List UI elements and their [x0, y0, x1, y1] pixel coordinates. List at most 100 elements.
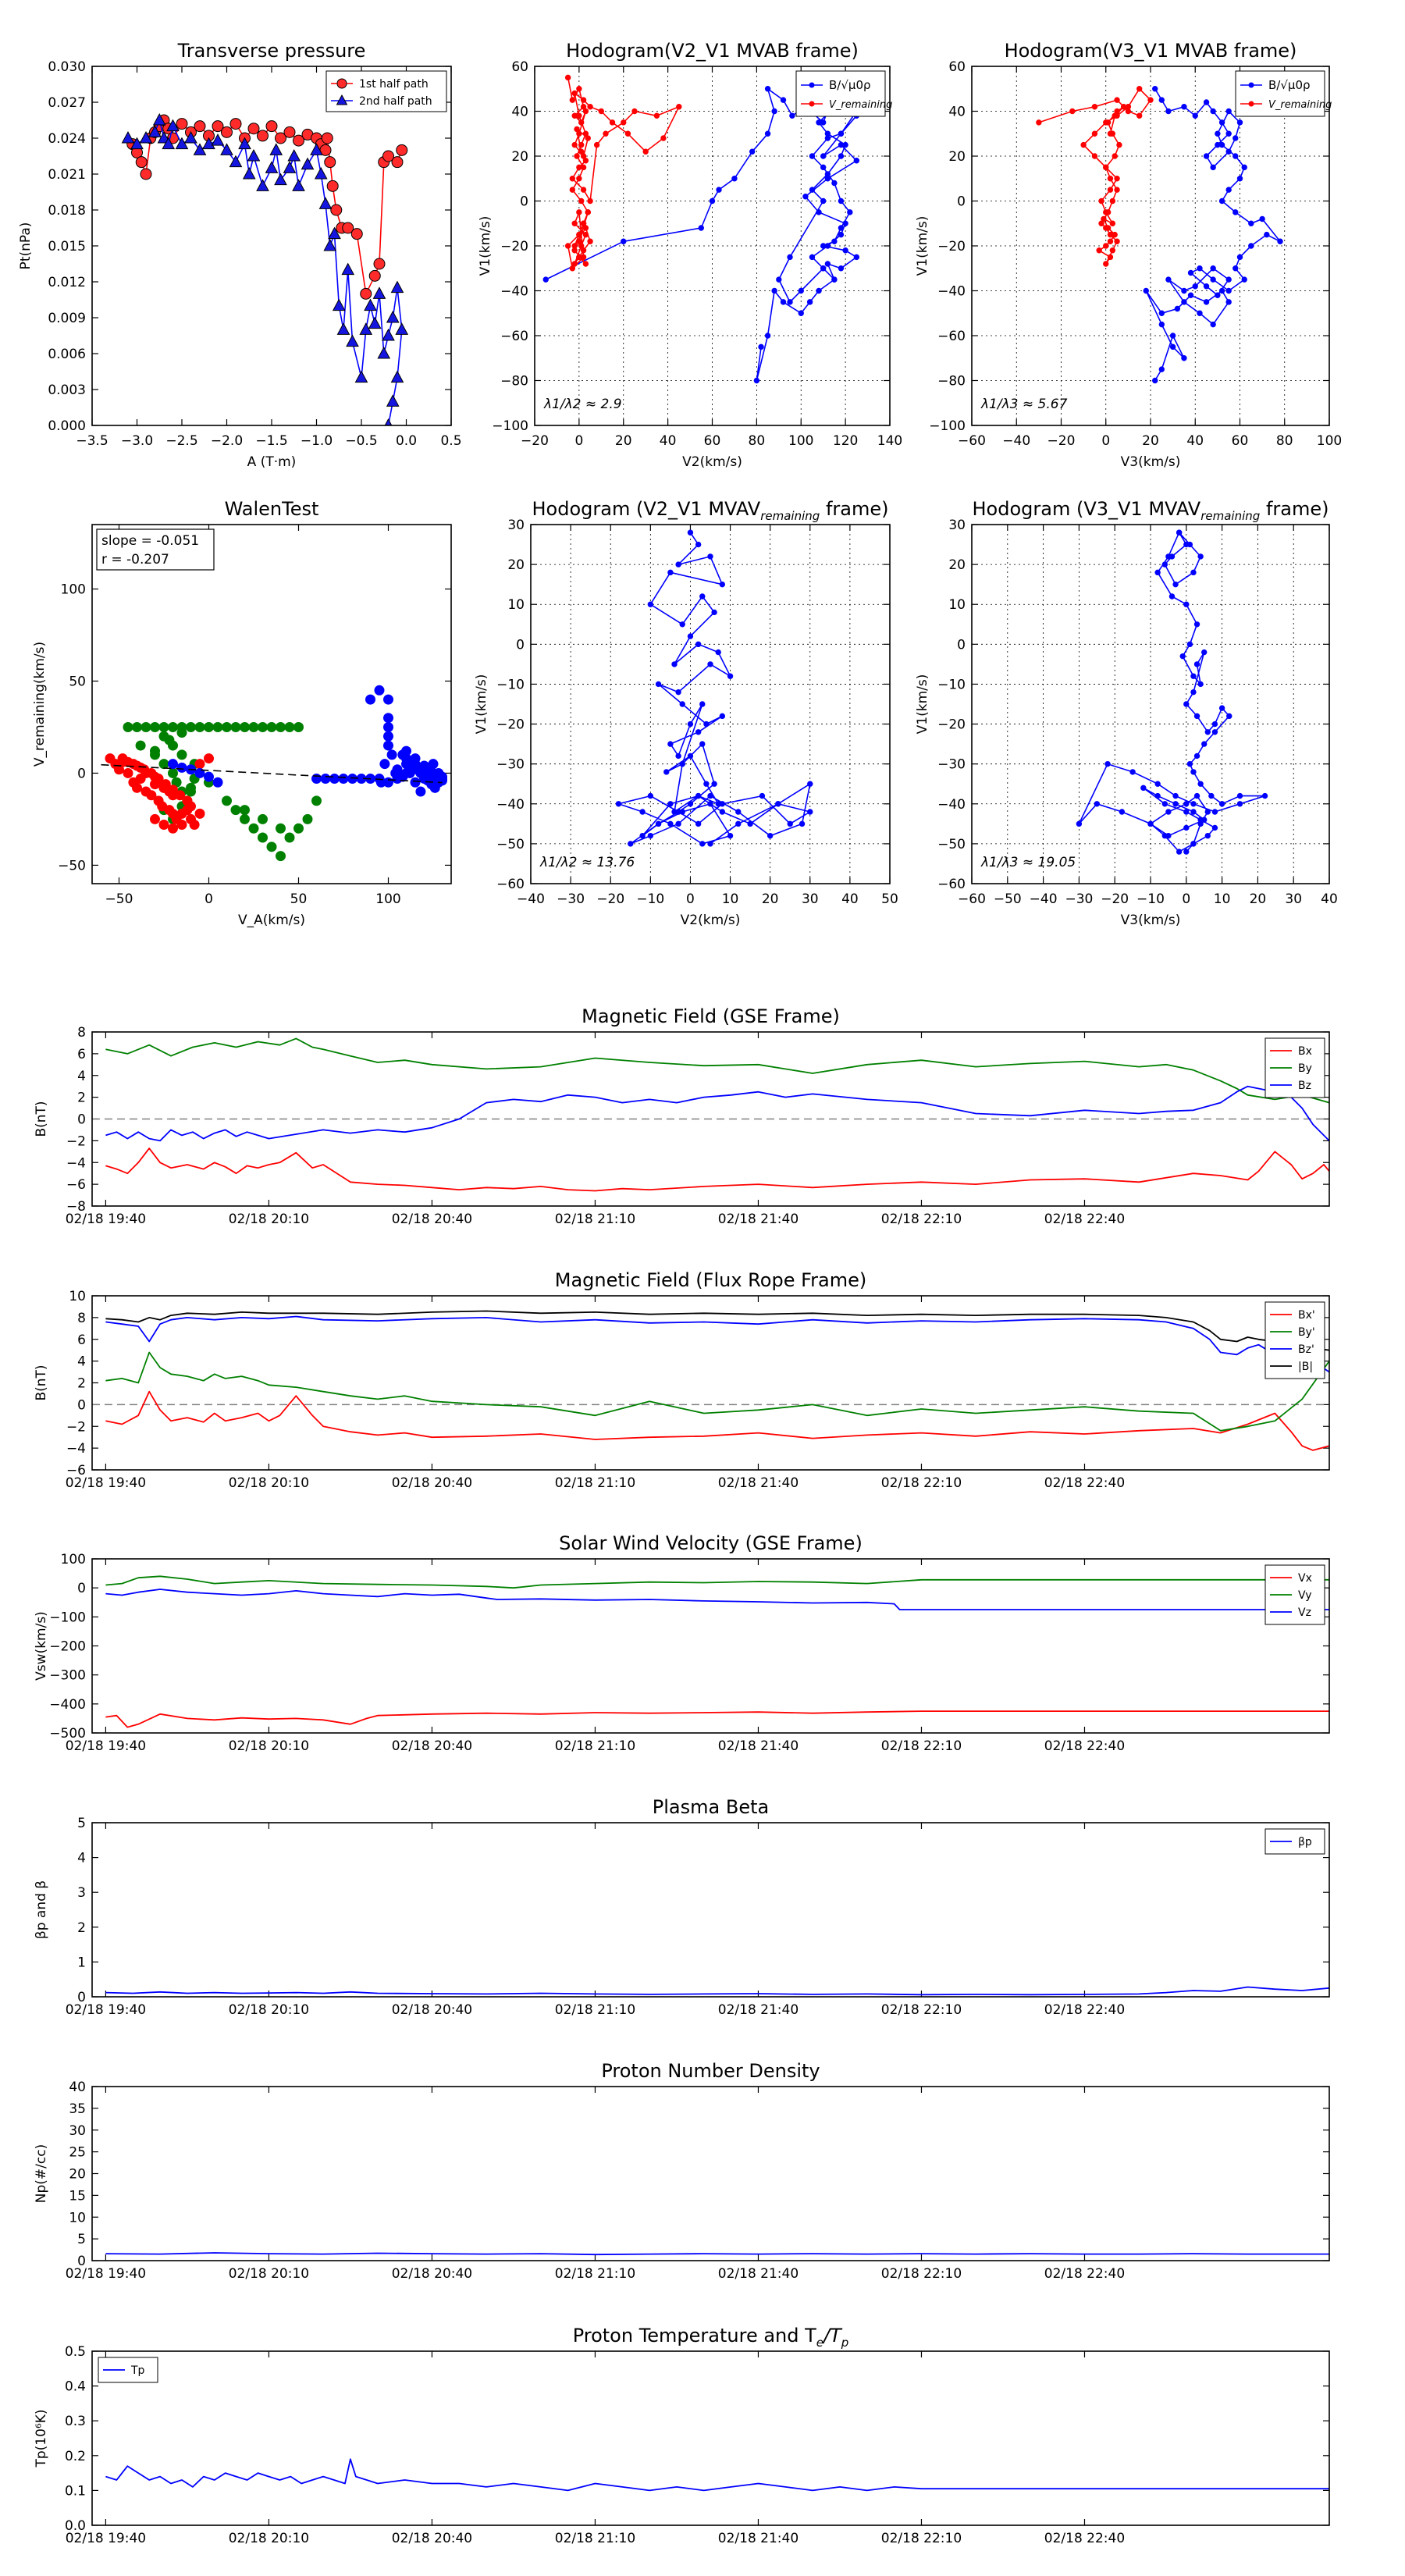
- walen-point-green: [248, 721, 259, 732]
- data-point: [265, 161, 279, 173]
- data-point: [275, 132, 286, 144]
- walen-point-green: [258, 721, 268, 732]
- y-tick-label: 10: [507, 597, 525, 613]
- data-point: [1218, 801, 1225, 807]
- walen-point-green: [240, 805, 250, 816]
- x-tick-label: 02/18 19:40: [66, 2002, 146, 2018]
- x-tick-label: 100: [788, 433, 813, 449]
- data-point: [653, 112, 660, 119]
- data-point: [1129, 769, 1136, 775]
- data-point: [130, 137, 144, 150]
- data-point: [609, 119, 616, 126]
- x-tick-label: 02/18 21:40: [718, 1738, 799, 1754]
- data-point: [582, 231, 589, 238]
- data-point: [699, 741, 706, 747]
- data-point: [749, 148, 756, 155]
- y-tick-label: 20: [948, 149, 966, 165]
- x-tick-label: −10: [1136, 891, 1165, 907]
- data-point: [229, 118, 242, 130]
- x-tick-label: 20: [615, 433, 632, 449]
- data-point: [1183, 801, 1190, 807]
- plot-area: [615, 529, 813, 847]
- y-tick-label: 60: [948, 59, 966, 75]
- data-point: [695, 729, 702, 735]
- data-point: [1248, 220, 1254, 226]
- walen-point-blue: [386, 749, 397, 760]
- legend-marker: [1248, 82, 1254, 88]
- walen-point-green: [266, 721, 277, 732]
- series-line: [105, 1037, 1329, 1104]
- data-point: [359, 322, 373, 335]
- walen-point-green: [194, 721, 205, 732]
- walen-point-blue: [401, 745, 411, 756]
- data-point: [711, 781, 717, 787]
- y-tick-label: 1: [77, 1955, 86, 1970]
- series-line: [105, 1310, 1329, 1351]
- plot-area: [1076, 529, 1268, 855]
- y-tick-label: 0.5: [65, 2344, 86, 2360]
- y-tick-label: −500: [49, 1726, 86, 1742]
- x-tick-label: 02/18 21:40: [718, 1475, 799, 1491]
- walen-point-green: [176, 728, 187, 738]
- data-point: [265, 120, 278, 133]
- x-tick-label: −3.5: [76, 433, 108, 449]
- walen-point-blue: [383, 731, 393, 742]
- data-point: [1165, 108, 1172, 115]
- data-point: [824, 171, 831, 177]
- x-tick-label: −3.0: [121, 433, 153, 449]
- data-point: [292, 179, 305, 191]
- walen-point-red: [175, 790, 186, 801]
- walen-point-green: [276, 721, 286, 732]
- y-tick-label: 60: [511, 59, 528, 75]
- legend-label: V_remaining: [829, 99, 892, 111]
- data-point: [274, 173, 287, 186]
- data-point: [569, 265, 576, 272]
- legend-marker: [809, 82, 815, 88]
- data-point: [1107, 176, 1114, 182]
- walen-point-green: [123, 721, 133, 732]
- data-point: [807, 781, 813, 787]
- data-point: [838, 130, 845, 137]
- data-point: [764, 333, 771, 339]
- title-main: Hodogram (V2_V1 MVAV: [532, 498, 761, 520]
- legend-marker: [336, 94, 348, 105]
- series-line: [105, 1147, 1329, 1192]
- data-point: [336, 322, 350, 335]
- data-point: [1211, 729, 1218, 735]
- data-point: [176, 118, 188, 130]
- data-point: [1211, 809, 1218, 815]
- data-point: [771, 108, 777, 115]
- walen-point-blue: [365, 694, 375, 705]
- series-line: [105, 1986, 1329, 1996]
- y-tick-label: −50: [937, 837, 966, 852]
- eigenvalue-ratio: λ1/λ3 ≈ 5.67: [980, 397, 1068, 412]
- y-tick-label: 0: [77, 2254, 86, 2269]
- data-point: [220, 143, 233, 155]
- y-tick-label: −20: [496, 717, 525, 733]
- y-tick-label: 5: [77, 2232, 86, 2247]
- data-point: [615, 801, 622, 807]
- walen-point-green: [150, 749, 160, 760]
- data-point: [816, 119, 822, 126]
- y-tick-label: 40: [948, 105, 966, 120]
- y-tick-label: −10: [496, 677, 525, 692]
- data-point: [1107, 187, 1114, 193]
- walen-point-blue: [320, 774, 331, 785]
- plot-frame: [971, 66, 1330, 426]
- data-point: [1197, 781, 1204, 787]
- data-point: [1210, 321, 1216, 328]
- data-point: [695, 541, 702, 548]
- y-tick-label: 35: [69, 2101, 86, 2117]
- walen-point-green: [168, 767, 178, 778]
- data-point: [569, 187, 576, 193]
- x-axis-label: V3(km/s): [1121, 913, 1181, 928]
- series-line: [1038, 88, 1151, 265]
- series-line: [105, 1315, 1329, 1373]
- data-point: [1190, 673, 1197, 679]
- chart-hodo4: Hodogram (V3_V1 MVAVremaining frame)−60−…: [915, 498, 1338, 928]
- walen-point-blue: [410, 777, 421, 788]
- chart-title: Hodogram (V2_V1 MVAVremaining frame): [532, 498, 889, 523]
- series-line: [545, 84, 864, 382]
- x-tick-label: 0: [1182, 891, 1190, 907]
- x-tick-label: 02/18 19:40: [66, 2531, 146, 2546]
